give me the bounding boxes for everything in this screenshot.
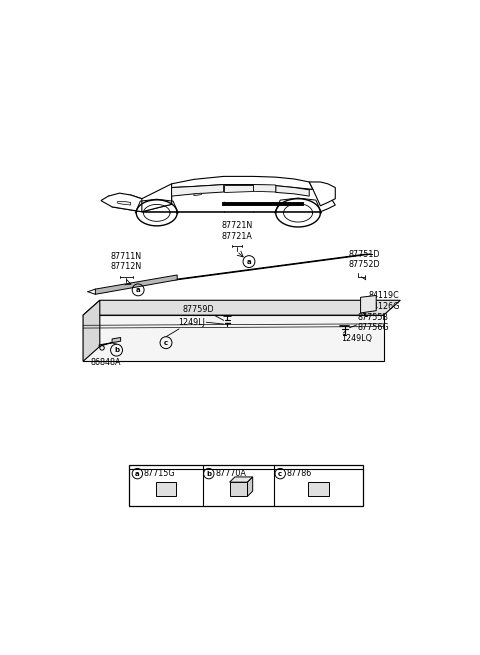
Polygon shape <box>248 477 252 496</box>
Text: 87759D: 87759D <box>183 305 215 314</box>
Polygon shape <box>194 193 202 196</box>
Polygon shape <box>172 254 371 280</box>
Polygon shape <box>101 193 142 212</box>
Text: b: b <box>114 347 119 353</box>
Text: 87715G: 87715G <box>144 469 175 478</box>
Polygon shape <box>83 300 400 315</box>
Polygon shape <box>172 185 224 196</box>
Polygon shape <box>276 186 309 196</box>
Polygon shape <box>83 300 100 362</box>
Text: a: a <box>135 471 140 477</box>
Polygon shape <box>142 187 335 212</box>
Text: a: a <box>136 287 141 293</box>
Text: 87755B
87756G: 87755B 87756G <box>358 312 389 332</box>
Text: 87751D
87752D: 87751D 87752D <box>348 250 380 269</box>
Text: a: a <box>247 259 252 265</box>
Text: 1249LJ: 1249LJ <box>178 318 205 327</box>
Text: 87721N
87721A: 87721N 87721A <box>221 221 252 241</box>
Polygon shape <box>229 477 252 482</box>
Bar <box>229 482 248 496</box>
Polygon shape <box>96 275 177 294</box>
Polygon shape <box>253 185 276 192</box>
Text: 87711N
87712N: 87711N 87712N <box>110 252 142 271</box>
Text: 1249LQ: 1249LQ <box>341 334 372 343</box>
Polygon shape <box>83 315 384 362</box>
Polygon shape <box>99 337 120 346</box>
Bar <box>129 464 363 506</box>
Text: 86848A: 86848A <box>91 358 121 367</box>
Text: c: c <box>164 340 168 346</box>
Text: 87786: 87786 <box>287 469 312 478</box>
Bar <box>156 482 176 496</box>
Text: 87770A: 87770A <box>215 469 246 478</box>
Polygon shape <box>118 201 131 205</box>
Text: 84119C
84126G: 84119C 84126G <box>368 291 399 310</box>
Polygon shape <box>360 295 376 313</box>
Text: c: c <box>278 471 282 477</box>
Polygon shape <box>172 176 313 189</box>
Text: b: b <box>206 471 211 477</box>
Bar <box>308 482 329 496</box>
Polygon shape <box>309 182 335 206</box>
Polygon shape <box>224 185 253 192</box>
Polygon shape <box>108 184 172 212</box>
